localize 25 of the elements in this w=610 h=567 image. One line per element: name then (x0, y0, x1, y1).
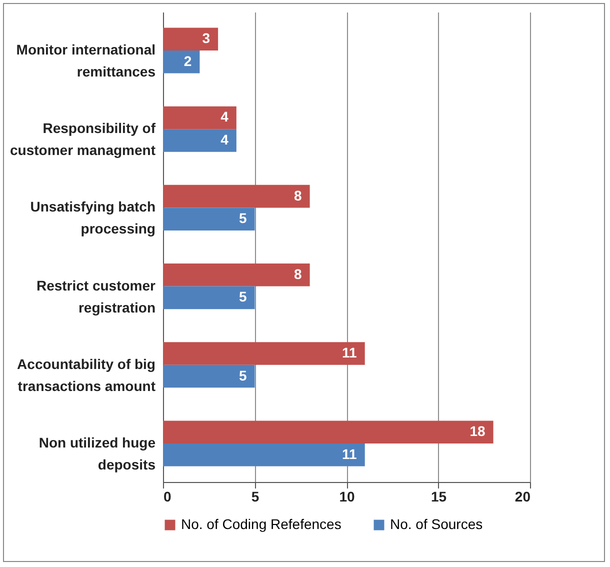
data-label: 8 (294, 266, 302, 282)
data-label: 3 (202, 30, 210, 46)
y-tick-label: Non utilized huge deposits (38, 434, 156, 472)
data-label: 5 (238, 210, 247, 226)
legend-label: No. of Sources (390, 516, 483, 532)
data-label: 4 (220, 132, 229, 148)
data-label: 8 (294, 187, 302, 204)
data-label: 2 (184, 52, 192, 69)
x-tick-label: 15 (430, 488, 447, 504)
data-label: 5 (238, 288, 247, 305)
y-tick-label: Restrict customer registration (36, 277, 156, 316)
legend-label: No. of Coding Refefences (181, 516, 342, 532)
data-label: 5 (238, 367, 247, 384)
data-label: 11 (342, 344, 358, 360)
data-label: 18 (470, 423, 486, 440)
y-tick-label: Accountability of big transactions amount (17, 356, 156, 394)
x-tick-label: 10 (339, 488, 355, 504)
y-tick-label: Responsibility of customer managment (10, 120, 156, 158)
y-tick-label: Monitor international remittances (16, 42, 156, 80)
data-label: 4 (220, 108, 229, 125)
y-tick-label: Unsatisfying batch processing (30, 198, 156, 237)
x-tick-label: 20 (514, 488, 531, 504)
data-label: 11 (342, 446, 358, 462)
x-tick-label: 0 (164, 488, 172, 504)
x-tick-label: 5 (251, 488, 260, 504)
